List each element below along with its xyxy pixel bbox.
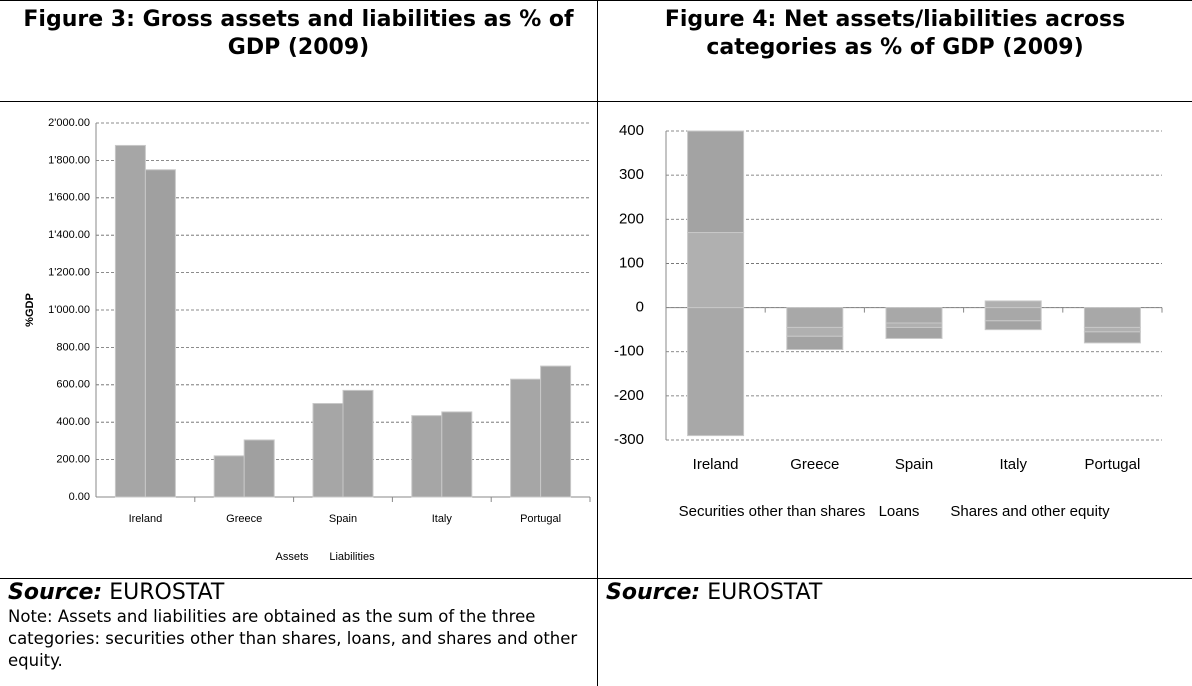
bar: [786, 335, 844, 351]
y-tick-label: -300: [614, 431, 644, 448]
y-tick-label: 0.00: [69, 491, 90, 503]
y-tick-label: 200.00: [56, 454, 90, 466]
x-tick-label: Greece: [226, 513, 262, 525]
bar: [540, 365, 572, 498]
figure-title: Figure 3: Gross assets and liabilities a…: [23, 7, 574, 60]
y-tick-label: 800.00: [56, 341, 90, 353]
source: Source: EUROSTAT: [598, 580, 1192, 606]
bar: [687, 232, 745, 309]
legend-label: Securities other than shares: [679, 503, 866, 520]
bar: [114, 144, 146, 498]
x-tick-label: Portugal: [520, 513, 561, 525]
bar: [510, 378, 542, 498]
bar: [144, 169, 176, 498]
note: Note: Assets and liabilities are obtaine…: [8, 607, 578, 670]
y-tick-label: 400.00: [56, 416, 90, 428]
bar: [687, 130, 745, 234]
y-tick-label: 100: [619, 254, 644, 271]
bar: [1083, 326, 1141, 333]
chart: -300 -200 -100 0 100 200 300 400 Ireland Greece Sp…: [614, 122, 1163, 520]
bar: [984, 307, 1042, 322]
y-tick-label: 1'200.00: [48, 267, 90, 279]
bar: [687, 307, 745, 437]
y-tick-label: 2'000.00: [48, 117, 90, 129]
y-tick-label: -100: [614, 343, 644, 360]
source-cell: Source: EUROSTAT Note: Assets and liabil…: [0, 580, 597, 686]
x-tick-label: Ireland: [129, 513, 163, 525]
x-tick-label: Ireland: [693, 456, 739, 473]
source-cell: Source: EUROSTAT: [598, 580, 1192, 686]
bar: [786, 326, 844, 337]
bar: [1083, 307, 1141, 328]
y-tick-label: 0: [636, 299, 644, 316]
x-tick-label: Spain: [895, 456, 933, 473]
legend-label: Assets: [275, 551, 309, 563]
bar: [342, 389, 374, 498]
y-tick-label: -200: [614, 387, 644, 404]
x-tick-label: Italy: [999, 456, 1027, 473]
x-tick-label: Portugal: [1084, 456, 1140, 473]
y-tick-label: 300: [619, 166, 644, 183]
legend-label: Liabilities: [329, 551, 375, 563]
bar: [213, 455, 245, 498]
bar: [885, 326, 943, 339]
y-tick-label: 1'800.00: [48, 154, 90, 166]
bar: [984, 320, 1042, 331]
bar: [243, 439, 275, 498]
source-label: Source:: [606, 580, 701, 605]
bar: [885, 322, 943, 328]
bar: [411, 415, 443, 498]
divider-h: [0, 101, 1192, 102]
bar: [984, 300, 1042, 309]
bar: [786, 307, 844, 328]
y-tick-label: 1'000.00: [48, 304, 90, 316]
y-tick-label: 1'400.00: [48, 229, 90, 241]
y-tick-label: 200: [619, 210, 644, 227]
source-text: EUROSTAT: [109, 580, 225, 605]
y-tick-label: 400: [619, 122, 644, 139]
legend-label: Shares and other equity: [950, 503, 1110, 520]
x-tick-label: Italy: [432, 513, 453, 525]
source-label: Source:: [8, 580, 103, 605]
chart: 0.00 200.00 400.00 600.00 800.00 1'000.00 1'20…: [24, 117, 591, 563]
bar: [312, 403, 344, 498]
bar: [1083, 331, 1141, 344]
divider-v: [597, 0, 598, 686]
source-text: EUROSTAT: [707, 580, 823, 605]
x-tick-label: Spain: [329, 513, 357, 525]
x-tick-label: Greece: [790, 456, 839, 473]
legend-label: Loans: [879, 503, 920, 520]
y-axis-label: %GDP: [24, 293, 36, 327]
bar: [441, 411, 473, 498]
bar: [885, 307, 943, 324]
divider-h: [0, 578, 1192, 579]
y-tick-label: 1'600.00: [48, 192, 90, 204]
y-tick-label: 600.00: [56, 379, 90, 391]
figure-title: Figure 4: Net assets/liabilities across …: [664, 7, 1126, 60]
source: Source: EUROSTAT: [0, 580, 597, 606]
